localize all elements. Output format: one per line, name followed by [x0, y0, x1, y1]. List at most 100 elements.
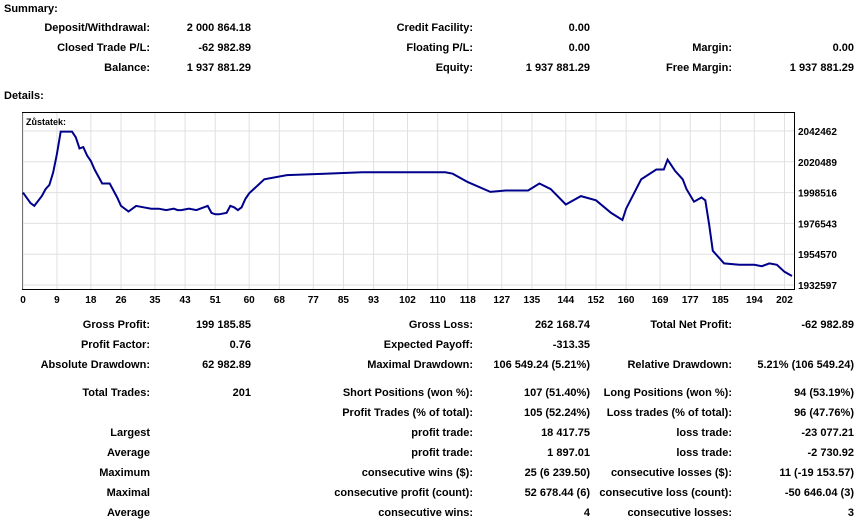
gross-loss-label: Gross Loss: — [408, 319, 473, 331]
gross-profit-value: 199 185.85 — [195, 319, 251, 331]
maximal-cons-profit-value: 52 678.44 (6) — [524, 487, 590, 499]
balance-chart: 2042462 2020489 1998516 1976543 1954570 19325… — [20, 113, 837, 306]
avg-cons-losses-label: consecutive losses: — [627, 507, 732, 519]
x-tick-label: 152 — [588, 295, 605, 306]
relative-dd-label: Relative Drawdown: — [627, 359, 732, 371]
credit-label: Credit Facility: — [396, 22, 473, 34]
x-tick-label: 102 — [399, 295, 416, 306]
x-tick-label: 144 — [557, 295, 574, 306]
x-tick-label: 77 — [308, 295, 320, 306]
long-positions-label: Long Positions (won %): — [603, 387, 732, 399]
maximum-label: Maximum — [99, 467, 150, 479]
max-cons-wins-label: consecutive wins ($): — [361, 467, 473, 479]
balance-line — [22, 130, 793, 277]
profit-factor-label: Profit Factor: — [80, 339, 150, 351]
x-tick-label: 177 — [682, 295, 699, 306]
x-tick-label: 35 — [149, 295, 161, 306]
total-net-label: Total Net Profit: — [650, 319, 732, 331]
short-positions-label: Short Positions (won %): — [342, 387, 473, 399]
max-cons-wins-value: 25 (6 239.50) — [524, 467, 590, 479]
deposit-value: 2 000 864.18 — [186, 22, 251, 34]
gross-loss-value: 262 168.74 — [534, 319, 590, 331]
balance-chart-frame — [22, 112, 795, 290]
average-loss-value: -2 730.92 — [807, 447, 854, 459]
x-tick-label: 0 — [20, 295, 26, 306]
max-cons-losses-label: consecutive losses ($): — [610, 467, 732, 479]
largest-loss-label: loss trade: — [676, 427, 732, 439]
equity-value: 1 937 881.29 — [525, 62, 590, 74]
total-net-value: -62 982.89 — [801, 319, 854, 331]
largest-profit-value: 18 417.75 — [541, 427, 590, 439]
x-tick-label: 26 — [115, 295, 127, 306]
total-trades-value: 201 — [232, 387, 251, 399]
x-tick-label: 68 — [274, 295, 286, 306]
details-title: Details: — [4, 90, 44, 102]
average-label: Average — [106, 447, 150, 459]
absolute-dd-value: 62 982.89 — [202, 359, 251, 371]
profit-trades-label: Profit Trades (% of total): — [342, 407, 473, 419]
maximal-dd-value: 106 549.24 (5.21%) — [493, 359, 590, 371]
profit-factor-value: 0.76 — [229, 339, 251, 351]
average-loss-label: loss trade: — [676, 447, 732, 459]
equity-label: Equity: — [435, 62, 473, 74]
x-tick-label: 60 — [244, 295, 256, 306]
x-tick-label: 9 — [54, 295, 60, 306]
margin-label: Margin: — [692, 42, 732, 54]
absolute-dd-label: Absolute Drawdown: — [40, 359, 150, 371]
largest-label: Largest — [110, 427, 150, 439]
gross-profit-label: Gross Profit: — [82, 319, 150, 331]
average-profit-label: profit trade: — [411, 447, 473, 459]
margin-value: 0.00 — [832, 42, 854, 54]
x-tick-label: 135 — [524, 295, 541, 306]
largest-profit-label: profit trade: — [411, 427, 473, 439]
y-tick-label: 1976543 — [798, 219, 837, 230]
maximal-dd-label: Maximal Drawdown: — [367, 359, 473, 371]
largest-loss-value: -23 077.21 — [801, 427, 854, 439]
y-tick-label: 1998516 — [798, 189, 837, 200]
x-tick-label: 43 — [180, 295, 192, 306]
x-tick-label: 85 — [338, 295, 350, 306]
summary-title: Summary: — [4, 3, 58, 15]
x-tick-label: 194 — [746, 295, 763, 306]
deposit-label: Deposit/Withdrawal: — [44, 22, 150, 34]
x-tick-label: 118 — [460, 295, 477, 306]
balance-value: 1 937 881.29 — [186, 62, 251, 74]
maximal-label: Maximal — [106, 487, 150, 499]
x-tick-label: 127 — [493, 295, 510, 306]
loss-trades-value: 96 (47.76%) — [794, 407, 854, 419]
y-tick-label: 1932597 — [798, 281, 837, 292]
closed-pl-label: Closed Trade P/L: — [57, 42, 150, 54]
credit-value: 0.00 — [568, 22, 590, 34]
y-tick-label: 2020489 — [798, 158, 837, 169]
avg-cons-wins-label: consecutive wins: — [378, 507, 473, 519]
maximal-cons-loss-value: -50 646.04 (3) — [784, 487, 854, 499]
floating-value: 0.00 — [568, 42, 590, 54]
relative-dd-value: 5.21% (106 549.24) — [757, 359, 854, 371]
total-trades-label: Total Trades: — [82, 387, 150, 399]
average-consecutive-label: Average — [106, 507, 150, 519]
x-tick-label: 160 — [618, 295, 635, 306]
y-tick-label: 1954570 — [798, 250, 837, 261]
maximal-cons-profit-label: consecutive profit (count): — [334, 487, 473, 499]
avg-cons-wins-value: 4 — [583, 507, 590, 519]
x-tick-label: 18 — [85, 295, 97, 306]
maximal-cons-loss-label: consecutive loss (count): — [599, 487, 732, 499]
short-positions-value: 107 (51.40%) — [523, 387, 590, 399]
floating-label: Floating P/L: — [406, 42, 473, 54]
x-tick-label: 51 — [210, 295, 222, 306]
avg-cons-losses-value: 3 — [847, 507, 854, 519]
x-tick-label: 110 — [430, 295, 447, 306]
average-profit-value: 1 897.01 — [547, 447, 590, 459]
max-cons-losses-value: 11 (-19 153.57) — [779, 467, 854, 479]
closed-pl-value: -62 982.89 — [198, 42, 251, 54]
loss-trades-label: Loss trades (% of total): — [606, 407, 732, 419]
free-margin-label: Free Margin: — [665, 62, 732, 74]
x-tick-label: 169 — [652, 295, 669, 306]
x-tick-label: 202 — [776, 295, 793, 306]
long-positions-value: 94 (53.19%) — [794, 387, 854, 399]
x-tick-label: 185 — [712, 295, 729, 306]
balance-label: Balance: — [104, 62, 150, 74]
y-tick-label: 2042462 — [798, 127, 837, 138]
series-label: Zůstatek: — [26, 117, 66, 127]
expected-payoff-value: -313.35 — [552, 339, 590, 351]
